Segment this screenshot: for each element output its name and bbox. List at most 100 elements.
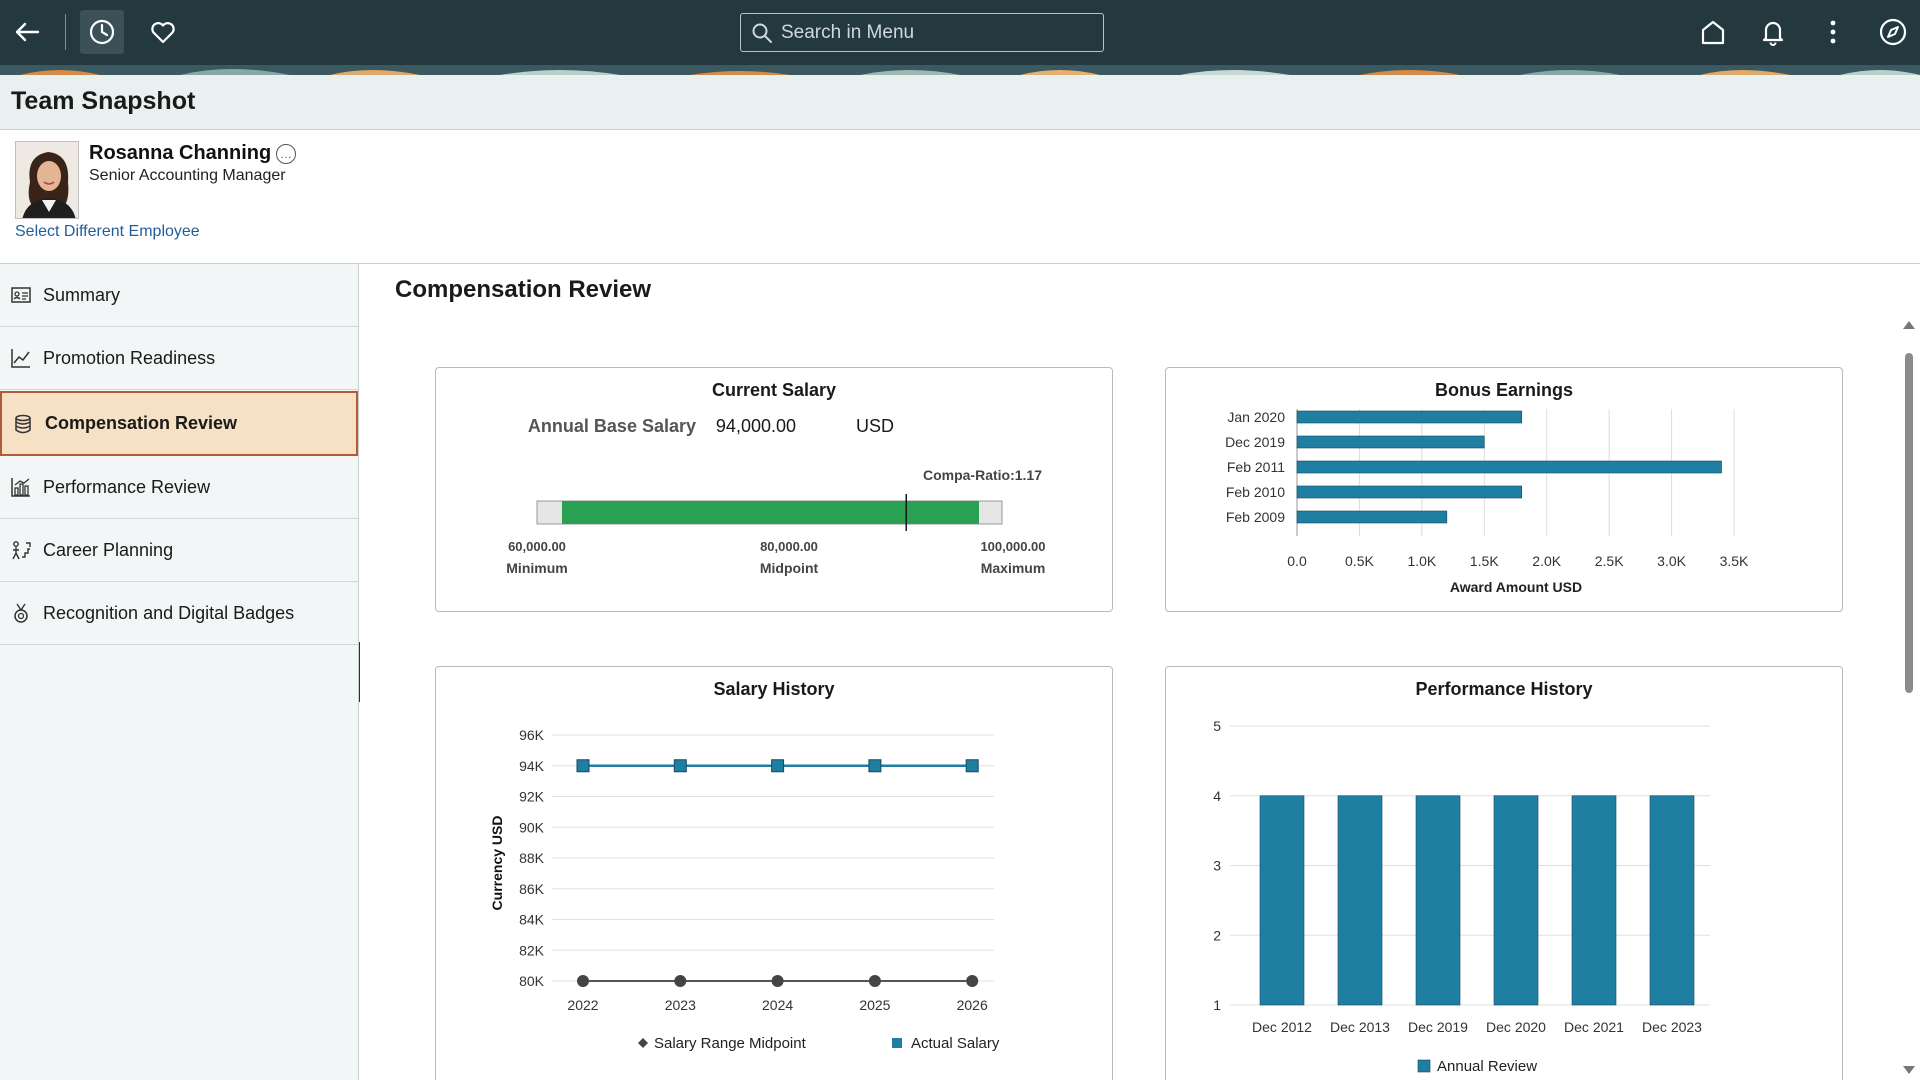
perf-bar[interactable] (1571, 795, 1617, 1006)
perf-bar[interactable] (1259, 795, 1305, 1006)
toolbar-divider (65, 14, 66, 50)
legend-midpoint-label: Salary Range Midpoint (654, 1035, 807, 1052)
main-scrollbar[interactable] (1898, 318, 1920, 1080)
bonus-x-tick-label: 3.5K (1720, 553, 1749, 569)
favorites-heart-icon[interactable] (145, 14, 181, 50)
perf-x-tick-label: Dec 2012 (1252, 1019, 1312, 1035)
perf-y-tick-label: 5 (1213, 718, 1221, 734)
notifications-bell-icon[interactable] (1755, 14, 1791, 50)
bonus-x-tick-label: 1.5K (1470, 553, 1499, 569)
sidebar-item-promotion-readiness[interactable]: Promotion Readiness (0, 327, 358, 390)
top-navigation-bar: Search in Menu (0, 0, 1920, 65)
sidebar-item-summary[interactable]: Summary (0, 264, 358, 327)
actual-salary-point[interactable] (868, 759, 882, 773)
salary-midpoint-point[interactable] (674, 975, 687, 987)
scroll-up-icon[interactable] (1903, 321, 1915, 329)
bonus-bar[interactable] (1296, 460, 1722, 474)
career-path-icon (10, 539, 32, 561)
page-title: Team Snapshot (11, 87, 196, 115)
bonus-x-tick-label: 0.0 (1287, 553, 1307, 569)
more-actions-icon[interactable] (1815, 14, 1851, 50)
salary-y-axis-label: Currency USD (489, 816, 505, 911)
salary-midpoint-point[interactable] (577, 975, 589, 987)
bonus-bar[interactable] (1296, 410, 1523, 424)
actual-salary-point[interactable] (576, 759, 590, 773)
salary-y-tick-label: 80K (519, 973, 545, 989)
select-different-employee-link[interactable]: Select Different Employee (15, 223, 200, 240)
sidebar-item-label: Summary (43, 284, 121, 305)
salary-midpoint-point[interactable] (868, 975, 881, 987)
home-icon[interactable] (1695, 14, 1731, 50)
perf-bar[interactable] (1493, 795, 1539, 1006)
recent-history-icon[interactable] (84, 14, 120, 50)
legend-annual-review-marker (1417, 1059, 1431, 1073)
salary-x-tick-label: 2024 (762, 997, 793, 1013)
perf-x-tick-label: Dec 2021 (1564, 1019, 1624, 1035)
employee-more-options-icon[interactable]: … (276, 144, 296, 164)
back-arrow-icon[interactable] (9, 14, 45, 50)
bonus-x-tick-label: 2.0K (1532, 553, 1561, 569)
main-content: Compensation Review Current Salary Annua… (360, 264, 1920, 1080)
perf-x-tick-label: Dec 2023 (1642, 1019, 1702, 1035)
search-icon (752, 23, 772, 43)
current-salary-title: Current Salary (711, 380, 837, 400)
salary-currency: USD (856, 416, 894, 436)
sidebar-item-career-planning[interactable]: Career Planning (0, 519, 358, 582)
salary-y-tick-label: 94K (519, 758, 545, 774)
salary-range-graphic: Annual Base Salary 94,000.00 USD Compa-R… (506, 416, 1045, 576)
perf-y-tick-label: 2 (1213, 927, 1221, 943)
bonus-x-tick-label: 2.5K (1595, 553, 1624, 569)
legend-actual-label: Actual Salary (911, 1035, 1000, 1052)
bonus-category-label: Feb 2011 (1227, 459, 1285, 475)
minimum-label: Minimum (506, 560, 567, 576)
midpoint-value: 80,000.00 (760, 539, 818, 554)
salary-y-tick-label: 90K (519, 819, 545, 835)
search-input[interactable]: Search in Menu (740, 13, 1104, 52)
page-header: Team Snapshot (0, 75, 1920, 130)
annual-base-salary-amount: 94,000.00 (716, 416, 796, 436)
current-salary-card: Current Salary Annual Base Salary 94,000… (435, 367, 1113, 612)
bonus-bar[interactable] (1296, 485, 1523, 499)
legend-annual-review-label: Annual Review (1437, 1058, 1537, 1075)
avatar (15, 141, 79, 219)
actual-salary-point[interactable] (965, 759, 979, 773)
sidebar-item-compensation-review[interactable]: Compensation Review (0, 391, 358, 456)
performance-history-chart: 1 2 3 4 5 Dec 2012 Dec 2013 Dec 2019 Dec 2020 Dec… (1213, 718, 1710, 1075)
salary-midpoint-point[interactable] (771, 975, 784, 987)
search-placeholder: Search in Menu (781, 21, 915, 43)
sidebar-item-performance-review[interactable]: Performance Review (0, 456, 358, 519)
perf-x-tick-label: Dec 2019 (1408, 1019, 1468, 1035)
bonus-earnings-chart: 0.0 0.5K 1.0K 1.5K 2.0K 2.5K 3.0K 3.5K Jan 2020 D… (1225, 409, 1749, 595)
sidebar-item-recognition-badges[interactable]: Recognition and Digital Badges (0, 582, 358, 645)
salary-y-tick-label: 92K (519, 789, 545, 805)
salary-y-tick-label: 84K (519, 912, 545, 928)
salary-y-tick-label: 82K (519, 942, 545, 958)
bonus-category-label: Feb 2010 (1226, 484, 1285, 500)
perf-x-tick-label: Dec 2013 (1330, 1019, 1390, 1035)
salary-range-fill (562, 501, 979, 524)
actual-salary-point[interactable] (771, 759, 785, 773)
sidebar-item-label: Career Planning (43, 539, 174, 560)
sidebar-item-label: Promotion Readiness (43, 347, 216, 368)
salary-midpoint-point[interactable] (966, 975, 979, 987)
bonus-bar[interactable] (1296, 435, 1485, 449)
coins-stack-icon (12, 413, 34, 435)
actual-salary-point[interactable] (673, 759, 687, 773)
scroll-thumb[interactable] (1905, 353, 1913, 693)
bonus-earnings-card: Bonus Earnings 0.0 0.5K 1.0K 1.5K 2.0K 2.5K 3.… (1165, 367, 1843, 612)
bar-chart-icon (10, 476, 32, 498)
section-title: Compensation Review (395, 276, 652, 303)
perf-bar[interactable] (1337, 795, 1383, 1006)
bonus-bar[interactable] (1296, 510, 1448, 524)
perf-bar[interactable] (1415, 795, 1461, 1006)
bonus-x-axis-label: Award Amount USD (1450, 579, 1582, 595)
perf-y-tick-label: 3 (1213, 858, 1221, 874)
perf-bar[interactable] (1649, 795, 1695, 1006)
employee-job-title: Senior Accounting Manager (89, 167, 286, 184)
salary-y-tick-label: 96K (519, 727, 545, 743)
scroll-down-icon[interactable] (1903, 1066, 1915, 1074)
bonus-category-label: Jan 2020 (1227, 409, 1285, 425)
performance-history-card: Performance History 1 2 3 4 5 Dec 2012 Dec 201… (1165, 666, 1843, 1080)
bonus-category-label: Feb 2009 (1226, 509, 1285, 525)
navigator-compass-icon[interactable] (1875, 14, 1911, 50)
